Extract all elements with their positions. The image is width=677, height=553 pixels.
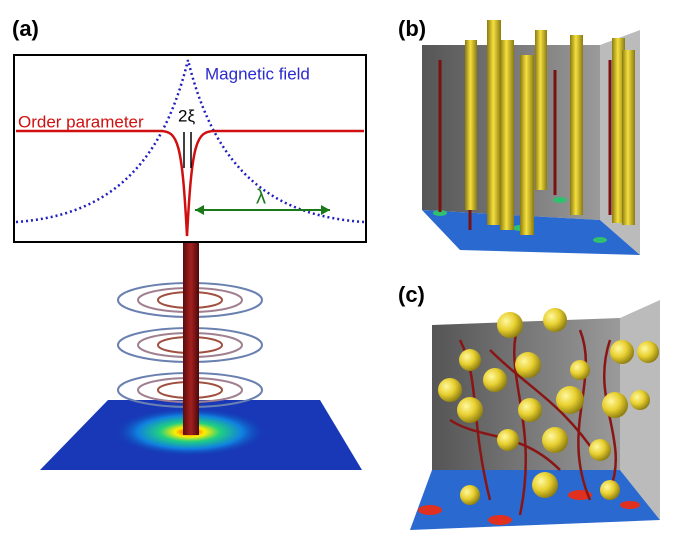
vortex-core	[183, 243, 199, 435]
order-label: Order parameter	[18, 112, 144, 131]
field-label: Magnetic field	[205, 64, 310, 83]
panel-label: (c)	[398, 282, 425, 307]
panel-b-render	[422, 20, 640, 255]
figure: (a) Magnetic field Order parameter 2ξ λ …	[0, 0, 677, 553]
panel-c-render	[410, 300, 660, 530]
lambda-label: λ	[256, 186, 266, 208]
panel-label: (a)	[12, 16, 39, 41]
xi-label: 2ξ	[178, 106, 195, 125]
panel-label: (b)	[398, 16, 426, 41]
